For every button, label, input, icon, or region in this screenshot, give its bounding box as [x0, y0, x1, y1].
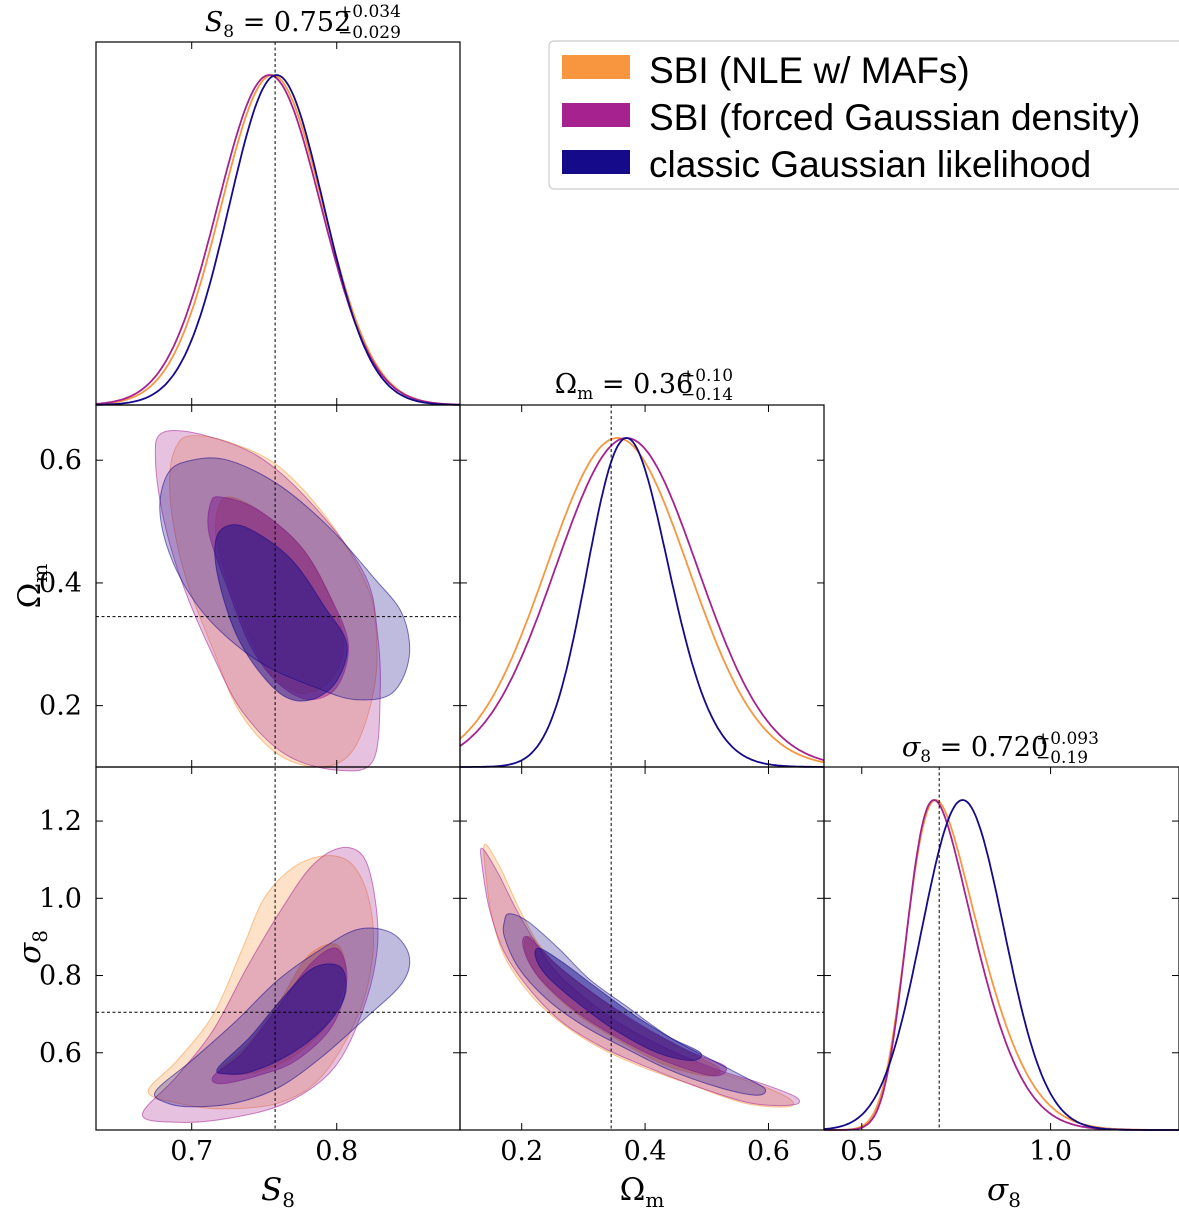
title-sigma8-upper: +0.093 — [1036, 729, 1099, 749]
title-sigma8-lower: −0.19 — [1036, 748, 1088, 768]
x-tick-label-sigma_8-1: 1.0 — [1029, 1136, 1072, 1167]
y-tick-label-Omega_m-0.2: 0.2 — [39, 691, 82, 722]
legend-swatch-forced — [562, 103, 630, 127]
title-om: Ωm = 0.36 — [555, 369, 693, 404]
contour-inner-Omega_m-sigma_8-series-2 — [534, 947, 703, 1062]
legend-swatch-nle — [562, 55, 630, 79]
marginal-curve-S8-series-0 — [95, 74, 460, 406]
y-tick-label-sigma_8-1: 1.0 — [39, 883, 82, 914]
title-s8: S8 = 0.752 — [205, 7, 351, 42]
legend-label-classic: classic Gaussian likelihood — [649, 144, 1091, 185]
title-s8-upper: +0.034 — [338, 2, 401, 22]
y-tick-label-sigma_8-0.8: 0.8 — [39, 961, 82, 992]
y-tick-label-Omega_m-0.6: 0.6 — [39, 445, 82, 476]
marginal-curve-S8-series-1 — [95, 74, 461, 406]
contour-inner-S8-sigma_8-series-2 — [216, 963, 347, 1075]
contour-inner-S8-Omega_m-series-2 — [214, 524, 348, 702]
x-axis-label-sigma8: σ8 — [987, 1172, 1021, 1209]
y-tick-label-Omega_m-0.4: 0.4 — [39, 568, 82, 599]
legend-label-forced: SBI (forced Gaussian density) — [649, 97, 1141, 138]
x-tick-label-Omega_m-0.4: 0.4 — [624, 1136, 667, 1167]
tick-layer: 0.7 0.8 0.2 0.4 0.6 0.5 1.0 0.2 0.4 0.6 0.6 0.8 1.0 1… — [39, 42, 1179, 1167]
contour-outer-S8-sigma_8-series-1 — [141, 846, 379, 1123]
contour-outer-Omega_m-sigma_8-series-2 — [502, 913, 767, 1096]
marginal-curve-sigma_8-series-0 — [824, 799, 1179, 1131]
x-tick-label-Omega_m-0.2: 0.2 — [500, 1136, 543, 1167]
marginal-curve-layer — [95, 74, 1179, 1131]
marginal-curve-sigma_8-series-2 — [823, 799, 1179, 1131]
y-tick-label-sigma_8-1.2: 1.2 — [39, 806, 82, 837]
x-axis-label-omega-m: Ωm — [620, 1172, 665, 1209]
title-om-lower: −0.14 — [681, 385, 733, 405]
x-tick-label-Omega_m-0.6: 0.6 — [747, 1136, 790, 1167]
legend-swatch-classic — [562, 150, 630, 174]
legend-frame — [548, 40, 1179, 190]
y-tick-label-sigma_8-0.6: 0.6 — [39, 1038, 82, 1069]
panel-frame-0-0 — [95, 41, 461, 406]
marginal-curve-Omega_m-series-0 — [459, 437, 825, 764]
title-om-upper: +0.10 — [681, 366, 733, 386]
title-s8-lower: −0.029 — [338, 23, 401, 43]
marginal-curve-sigma_8-series-1 — [824, 799, 1179, 1131]
y-axis-label-sigma8: σ8 — [12, 930, 52, 964]
marginal-curve-S8-series-2 — [96, 74, 460, 406]
marginal-curve-Omega_m-series-1 — [459, 437, 825, 761]
title-sigma8: σ8 = 0.720 — [902, 732, 1048, 767]
y-axis-label-omega-m: Ωm — [12, 564, 52, 609]
legend: SBI (NLE w/ MAFs) SBI (forced Gaussian d… — [548, 40, 1179, 190]
marginal-curve-Omega_m-series-2 — [460, 437, 824, 768]
x-tick-label-S8-0.7: 0.7 — [170, 1136, 213, 1167]
x-tick-label-S8-0.8: 0.8 — [315, 1136, 358, 1167]
contour-outer-S8-sigma_8-series-0 — [147, 855, 375, 1110]
panel-frame-2-2 — [823, 766, 1179, 1131]
x-tick-label-sigma_8-0.5: 0.5 — [840, 1136, 883, 1167]
legend-label-nle: SBI (NLE w/ MAFs) — [649, 50, 970, 91]
x-axis-label-s8: S8 — [261, 1172, 295, 1209]
panel-frame-layer — [95, 41, 1179, 1131]
contour-layer — [141, 430, 801, 1123]
